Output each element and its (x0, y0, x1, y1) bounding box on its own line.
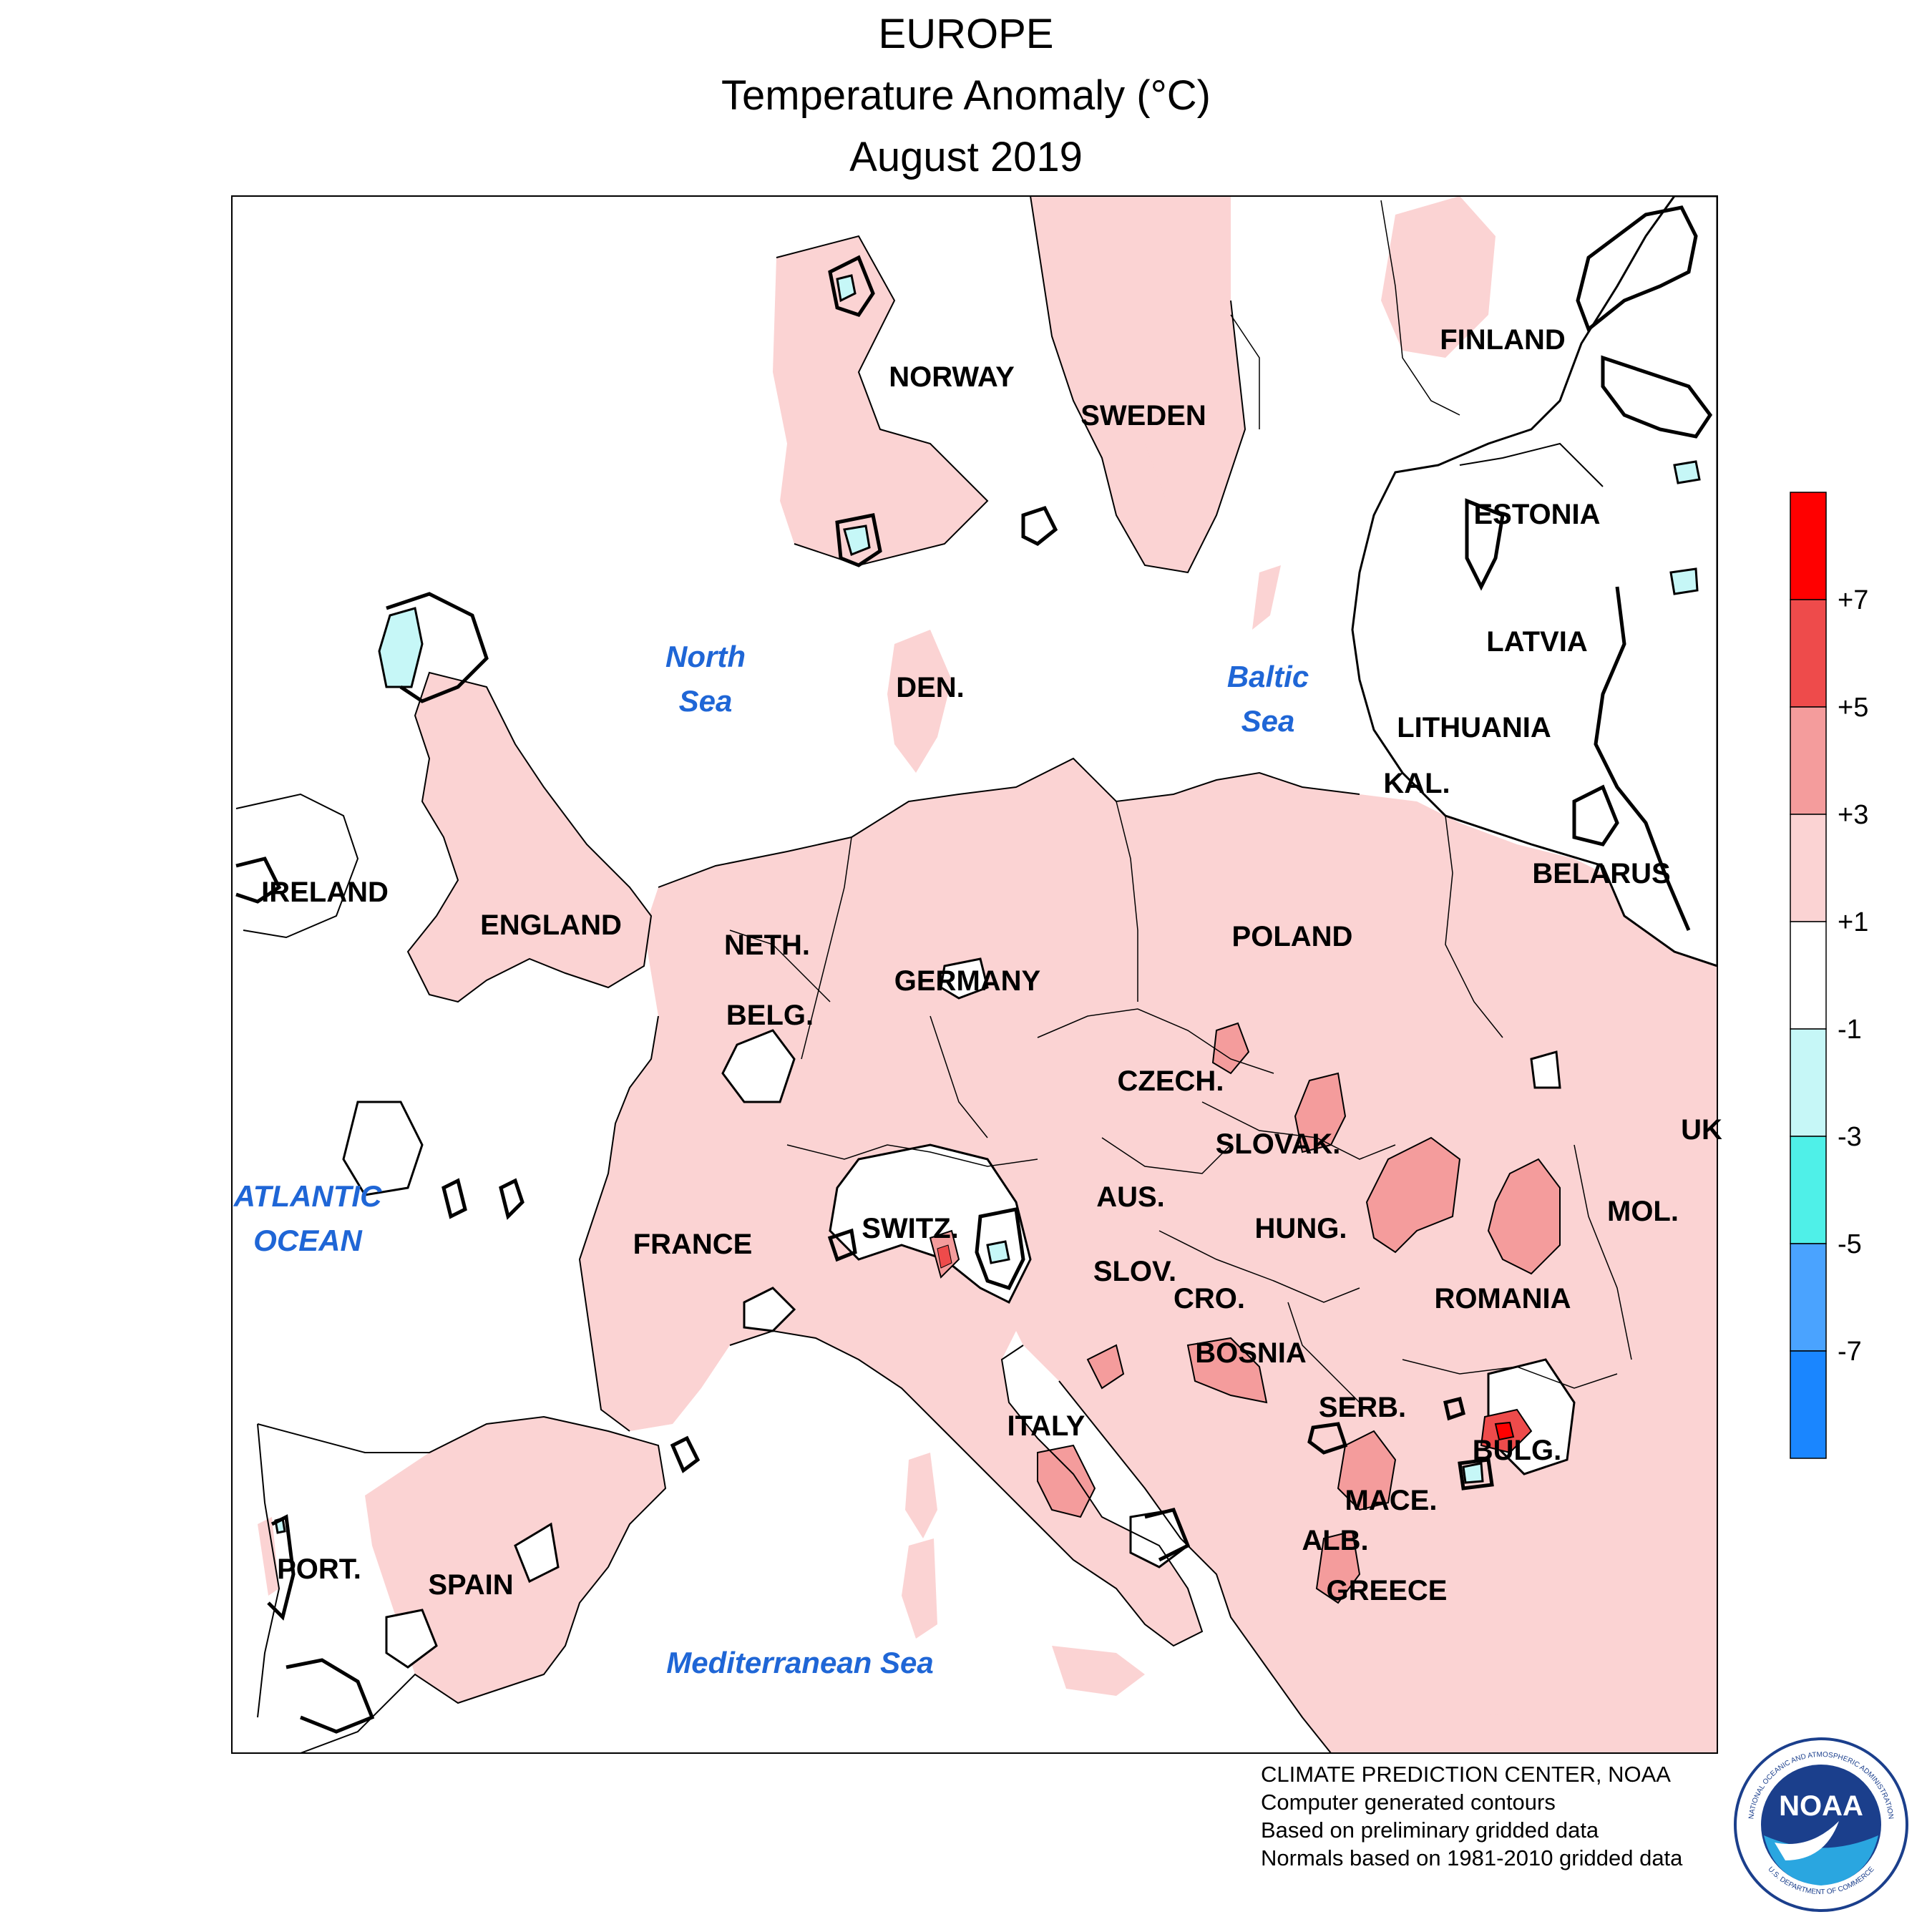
label-estonia: ESTONIA (1473, 499, 1600, 530)
credit-line-source: CLIMATE PREDICTION CENTER, NOAA (1261, 1762, 1671, 1787)
coastlines (235, 196, 1604, 1753)
label-england: ENGLAND (480, 909, 622, 941)
map-title-variable: Temperature Anomaly (°C) (721, 72, 1211, 119)
label-hungary: HUNG. (1255, 1213, 1347, 1244)
legend-label-minus5: -5 (1838, 1229, 1862, 1259)
label-ireland: IRELAND (261, 877, 389, 908)
map-frame (231, 195, 1718, 1754)
credits-block: CLIMATE PREDICTION CENTER, NOAA Computer… (1261, 1760, 1682, 1872)
legend-swatch-1-3 (1790, 814, 1827, 922)
label-atlantic-line2: OCEAN (253, 1224, 363, 1257)
sea-labels: North Sea Baltic Sea ATLANTIC OCEAN Medi… (233, 640, 1309, 1679)
label-germany: GERMANY (894, 965, 1041, 997)
label-poland: POLAND (1232, 921, 1353, 952)
anomaly-shading-3-to-5 (929, 1022, 1561, 1604)
label-ukraine: UK (1681, 1114, 1722, 1146)
map-title-period: August 2019 (849, 134, 1083, 180)
country-borders (729, 200, 1632, 1403)
label-kaliningrad: KAL. (1383, 768, 1450, 799)
legend-label-minus3: -3 (1838, 1122, 1862, 1152)
label-belarus: BELARUS (1532, 858, 1670, 889)
label-mediterranean: Mediterranean Sea (666, 1646, 934, 1679)
map-body (235, 196, 1717, 1753)
legend-swatch-cool-1-3 (1790, 1028, 1827, 1137)
label-serbia: SERB. (1319, 1392, 1406, 1423)
country-labels: NORWAY SWEDEN FINLAND ESTONIA LATVIA LIT… (261, 324, 1722, 1606)
label-switzerland: SWITZ. (862, 1213, 959, 1244)
label-croatia: CRO. (1174, 1283, 1245, 1314)
legend-label-plus3: +3 (1838, 800, 1868, 830)
label-slovenia: SLOV. (1093, 1256, 1176, 1287)
label-spain: SPAIN (428, 1569, 513, 1601)
anomaly-shading-neutral (342, 196, 1717, 1669)
label-france: FRANCE (633, 1229, 753, 1260)
label-baltic-sea-line1: Baltic (1227, 660, 1309, 693)
legend-swatch-cool-lt7 (1790, 1350, 1827, 1459)
label-moldova: MOL. (1607, 1196, 1679, 1227)
label-finland: FINLAND (1440, 324, 1566, 356)
legend-label-minus1: -1 (1838, 1015, 1862, 1045)
legend-swatch-cool-3-5 (1790, 1136, 1827, 1244)
legend-swatch-3-5 (1790, 706, 1827, 815)
label-latvia: LATVIA (1486, 626, 1587, 658)
legend-swatch-cool-5-7 (1790, 1243, 1827, 1352)
label-albania: ALB. (1302, 1525, 1368, 1556)
label-greece: GREECE (1327, 1575, 1448, 1606)
label-romania: ROMANIA (1434, 1283, 1571, 1314)
anomaly-shading-1-to-3 (258, 196, 1717, 1753)
legend-label-minus7: -7 (1838, 1337, 1862, 1367)
label-baltic-sea-line2: Sea (1241, 704, 1295, 738)
logo-gull (1775, 1821, 1839, 1860)
label-netherlands: NETH. (724, 930, 810, 961)
label-italy: ITALY (1008, 1410, 1085, 1442)
map-title-region: EUROPE (878, 11, 1054, 57)
anomaly-shading-5-plus (937, 1244, 1533, 1454)
label-czechia: CZECH. (1118, 1065, 1224, 1097)
legend-swatch-5-7 (1790, 599, 1827, 708)
credit-line-data: Based on preliminary gridded data (1261, 1818, 1599, 1843)
label-north-sea-line2: Sea (679, 684, 733, 718)
legend-label-plus7: +7 (1838, 585, 1868, 615)
label-lithuania: LITHUANIA (1397, 712, 1551, 743)
label-norway: NORWAY (889, 361, 1015, 393)
label-denmark: DEN. (896, 672, 965, 703)
label-bulgaria: BULG. (1473, 1435, 1561, 1466)
logo-text: NOAA (1779, 1790, 1863, 1822)
anomaly-shading-cool (274, 274, 1701, 1534)
label-slovakia: SLOVAK. (1216, 1128, 1341, 1160)
legend-swatch-gt7 (1790, 492, 1827, 600)
label-belgium: BELG. (726, 1000, 814, 1031)
credit-line-method: Computer generated contours (1261, 1790, 1556, 1815)
noaa-logo: NOAA NATIONAL OCEANIC AND ATMOSPHERIC AD… (1734, 1737, 1908, 1912)
credit-line-normals: Normals based on 1981-2010 gridded data (1261, 1845, 1683, 1870)
legend-swatch-neutral (1790, 921, 1827, 1030)
label-austria: AUS. (1096, 1181, 1165, 1213)
label-north-sea-line1: North (665, 640, 746, 673)
label-bosnia: BOSNIA (1195, 1337, 1307, 1369)
label-sweden: SWEDEN (1080, 400, 1206, 431)
legend-label-plus5: +5 (1838, 693, 1868, 723)
label-atlantic-line1: ATLANTIC (233, 1179, 383, 1213)
legend-label-plus1: +1 (1838, 907, 1868, 937)
label-macedonia: MACE. (1345, 1485, 1438, 1516)
legend: +7 +5 +3 +1 -1 -3 -5 -7 (1790, 492, 1868, 1459)
label-portugal: PORT. (277, 1553, 361, 1585)
bold-contours (235, 205, 1713, 1734)
